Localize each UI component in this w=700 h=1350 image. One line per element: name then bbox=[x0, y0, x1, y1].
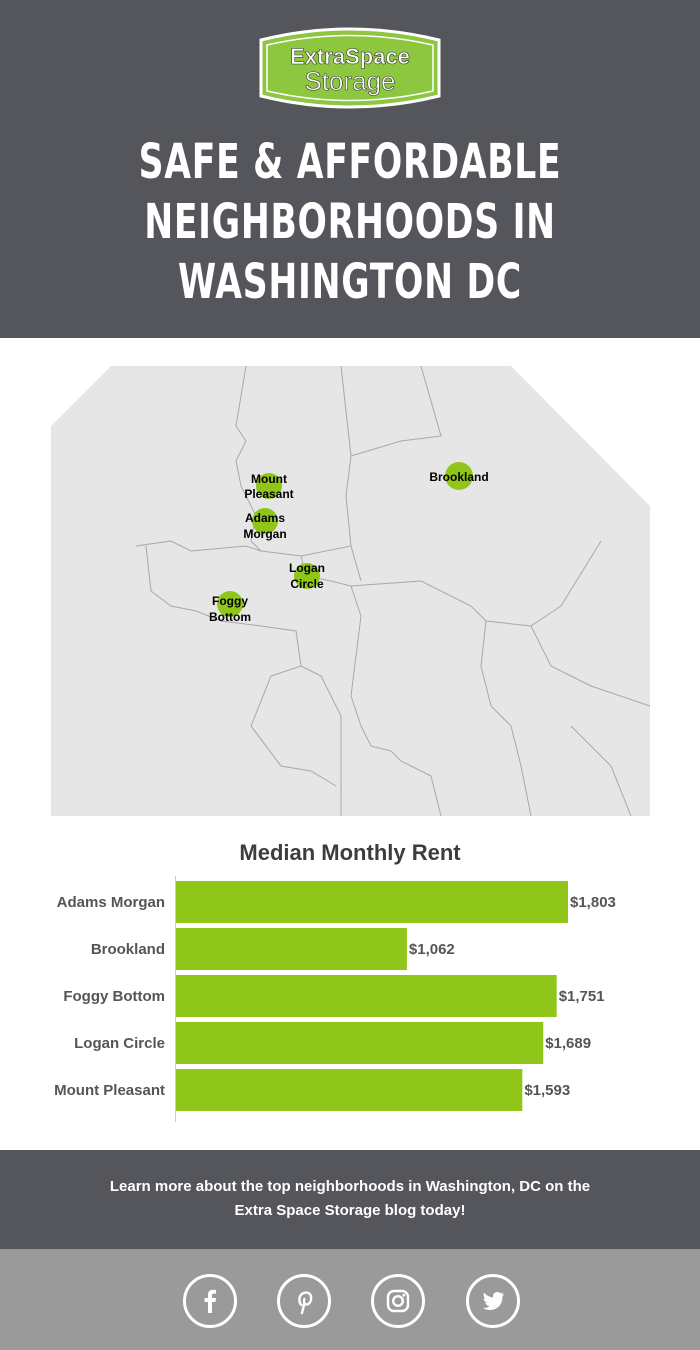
marker-brookland[interactable]: Brookland bbox=[429, 462, 489, 490]
footer-cta[interactable]: Learn more about the top neighborhoods i… bbox=[0, 1150, 700, 1249]
svg-text:Circle: Circle bbox=[290, 577, 324, 591]
instagram-icon[interactable] bbox=[371, 1274, 425, 1328]
marker-logan-circle[interactable]: Logan Circle bbox=[289, 561, 325, 591]
bar-brookland bbox=[176, 928, 407, 970]
chart-plot: Adams Morgan $1,803 Brookland $1,062 Foggy B… bbox=[54, 876, 616, 1122]
svg-text:Storage: Storage bbox=[304, 66, 395, 96]
bar-foggy-bottom bbox=[176, 975, 557, 1017]
category-label: Adams Morgan bbox=[57, 894, 165, 911]
svg-text:Morgan: Morgan bbox=[243, 527, 286, 541]
value-label: $1,689 bbox=[545, 1035, 591, 1052]
title-line: SAFE & AFFORDABLE bbox=[138, 134, 562, 190]
svg-text:Foggy: Foggy bbox=[212, 594, 248, 608]
svg-text:Mount: Mount bbox=[251, 472, 287, 486]
bar-mount-pleasant bbox=[176, 1069, 523, 1111]
value-label: $1,751 bbox=[559, 988, 605, 1005]
svg-text:Pleasant: Pleasant bbox=[244, 487, 293, 501]
twitter-icon[interactable] bbox=[466, 1274, 520, 1328]
footer-text: Extra Space Storage blog today! bbox=[234, 1202, 466, 1219]
pinterest-icon[interactable] bbox=[277, 1274, 331, 1328]
marker-foggy-bottom[interactable]: Foggy Bottom bbox=[209, 591, 251, 624]
category-label: Foggy Bottom bbox=[63, 988, 165, 1005]
category-label: Logan Circle bbox=[74, 1035, 165, 1052]
page-title: SAFE & AFFORDABLE NEIGHBORHOODS IN WASHI… bbox=[98, 132, 602, 312]
svg-text:Bottom: Bottom bbox=[209, 610, 251, 624]
marker-adams-morgan[interactable]: Adams Morgan bbox=[243, 508, 287, 541]
header: ExtraSpace Storage SAFE & AFFORDABLE NEI… bbox=[0, 0, 700, 338]
neighborhood-map: Mount Pleasant Adams Morgan Logan Circle… bbox=[51, 366, 650, 816]
value-label: $1,062 bbox=[409, 941, 455, 958]
category-label: Mount Pleasant bbox=[54, 1082, 165, 1099]
rent-bar-chart: Median Monthly Rent Adams Morgan $1,803 Br… bbox=[0, 830, 700, 1130]
bar-logan-circle bbox=[176, 1022, 544, 1064]
svg-text:Logan: Logan bbox=[289, 561, 325, 575]
chart-title: Median Monthly Rent bbox=[239, 840, 461, 865]
marker-mount-pleasant[interactable]: Mount Pleasant bbox=[244, 472, 293, 501]
footer-text: Learn more about the top neighborhoods i… bbox=[109, 1178, 591, 1195]
value-label: $1,803 bbox=[570, 894, 616, 911]
svg-text:Brookland: Brookland bbox=[429, 470, 488, 484]
title-line: NEIGHBORHOODS IN bbox=[144, 194, 556, 250]
map-markers: Mount Pleasant Adams Morgan Logan Circle… bbox=[209, 462, 489, 624]
category-label: Brookland bbox=[91, 941, 165, 958]
bar-adams-morgan bbox=[176, 881, 568, 923]
title-line: WASHINGTON DC bbox=[177, 254, 522, 310]
svg-text:ExtraSpace: ExtraSpace bbox=[290, 44, 410, 69]
social-bar bbox=[0, 1249, 700, 1350]
extra-space-storage-logo[interactable]: ExtraSpace Storage bbox=[255, 26, 445, 110]
svg-text:Adams: Adams bbox=[245, 511, 285, 525]
facebook-icon[interactable] bbox=[183, 1274, 237, 1328]
value-label: $1,593 bbox=[524, 1082, 570, 1099]
